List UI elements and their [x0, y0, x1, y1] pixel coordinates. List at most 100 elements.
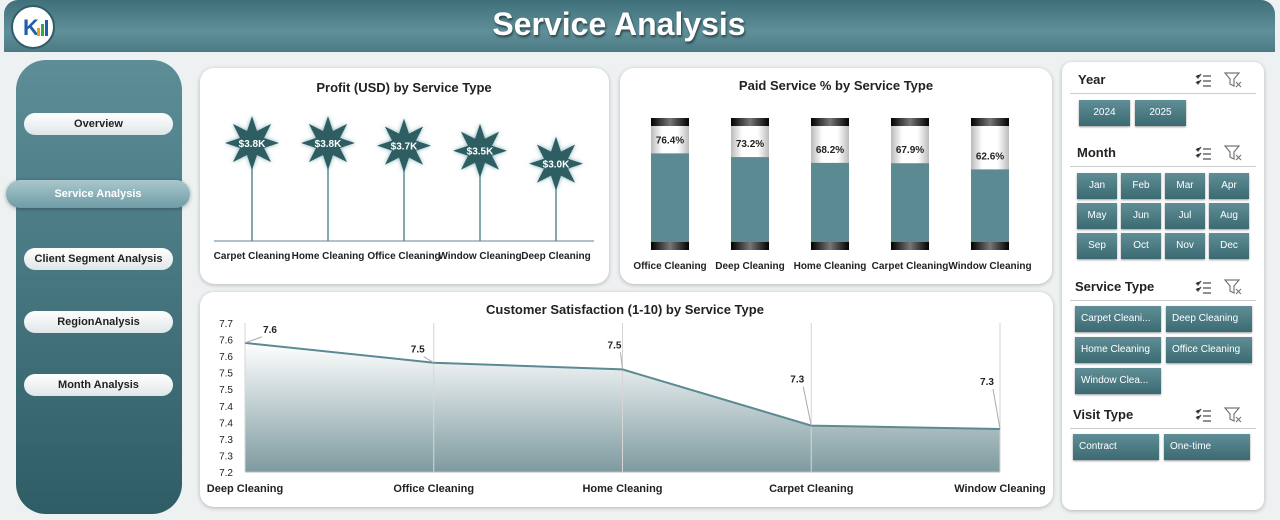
data-label: 7.5 — [608, 340, 622, 351]
sidebar — [16, 60, 182, 514]
filter-divider — [1070, 93, 1256, 94]
chart: Paid Service % by Service Type 76.4% Offic… — [633, 78, 1031, 272]
filter-option[interactable]: Mar — [1165, 173, 1205, 199]
filter-option[interactable]: Jul — [1165, 203, 1205, 229]
bar-cap-bottom — [891, 242, 929, 250]
star-marker — [301, 116, 355, 170]
clear-filter-icon[interactable] — [1223, 407, 1242, 423]
filter-title: Year — [1078, 72, 1106, 87]
filter-divider — [1070, 166, 1256, 167]
page-title: Service Analysis — [492, 6, 746, 42]
filter-option[interactable]: Jun — [1121, 203, 1161, 229]
y-tick-label: 7.4 — [219, 418, 233, 429]
x-tick-label: Carpet Cleaning — [872, 261, 949, 272]
filter-option[interactable]: Dec — [1209, 233, 1249, 259]
bar-cap-bottom — [811, 242, 849, 250]
bar-cap-top — [731, 118, 769, 126]
chart: Profit (USD) by Service Type $3.8K Carpet … — [214, 80, 594, 262]
star-marker — [225, 116, 279, 170]
filter-option[interactable]: One-time — [1164, 434, 1250, 460]
x-tick-label: Deep Cleaning — [715, 261, 784, 272]
filter-option[interactable]: 2025 — [1135, 100, 1186, 126]
x-tick-label: Office Cleaning — [393, 483, 474, 495]
bar-cap-top — [651, 118, 689, 126]
bar — [891, 163, 929, 242]
leader-line — [244, 336, 263, 344]
bar — [651, 153, 689, 242]
y-tick-label: 7.3 — [219, 435, 233, 446]
data-label: 73.2% — [736, 139, 764, 150]
nav-button[interactable]: Overview — [24, 113, 173, 135]
filter-option[interactable]: Apr — [1209, 173, 1249, 199]
chart-card: Customer Satisfaction (1-10) by Service … — [200, 292, 1053, 507]
x-tick-label: Deep Cleaning — [521, 251, 590, 262]
data-label: 7.6 — [263, 325, 277, 336]
logo: K — [11, 5, 55, 49]
data-label: 68.2% — [816, 145, 844, 156]
data-label: $3.8K — [239, 139, 266, 150]
x-tick-label: Window Cleaning — [948, 261, 1031, 272]
x-tick-label: Home Cleaning — [794, 261, 867, 272]
x-tick-label: Office Cleaning — [367, 251, 440, 262]
data-label: $3.8K — [315, 139, 342, 150]
filter-option[interactable]: Contract — [1073, 434, 1159, 460]
data-label: 76.4% — [656, 135, 684, 146]
nav-button[interactable]: Client Segment Analysis — [24, 248, 173, 270]
bar-cap-bottom — [731, 242, 769, 250]
chart-card: Paid Service % by Service Type 76.4% Offic… — [620, 68, 1052, 284]
star-marker — [377, 118, 431, 173]
filter-option[interactable]: Jan — [1077, 173, 1117, 199]
filter-option[interactable]: Home Cleaning — [1075, 337, 1161, 363]
clear-filter-icon[interactable] — [1223, 145, 1242, 161]
filter-option[interactable]: Carpet Cleani... — [1075, 306, 1161, 332]
data-label: 7.3 — [980, 377, 994, 388]
data-label: $3.7K — [391, 142, 418, 153]
data-label: 67.9% — [896, 145, 924, 156]
y-tick-label: 7.5 — [219, 385, 233, 396]
filter-option[interactable]: Window Clea... — [1075, 368, 1161, 394]
chart-title: Profit (USD) by Service Type — [316, 80, 491, 95]
filter-option[interactable]: Oct — [1121, 233, 1161, 259]
filter-option[interactable]: Sep — [1077, 233, 1117, 259]
select-all-icon[interactable] — [1194, 145, 1212, 161]
filter-option[interactable]: Feb — [1121, 173, 1161, 199]
x-tick-label: Office Cleaning — [633, 261, 706, 272]
leader-line — [423, 356, 435, 364]
select-all-icon[interactable] — [1194, 72, 1212, 88]
select-all-icon[interactable] — [1194, 279, 1212, 295]
bar-cap-top — [891, 118, 929, 126]
bar — [971, 169, 1009, 242]
filter-option[interactable]: May — [1077, 203, 1117, 229]
y-tick-label: 7.6 — [219, 336, 233, 347]
nav-button[interactable]: Month Analysis — [24, 374, 173, 396]
clear-filter-icon[interactable] — [1223, 72, 1242, 88]
filter-option[interactable]: Aug — [1209, 203, 1249, 229]
x-tick-label: Home Cleaning — [292, 251, 365, 262]
filter-option[interactable]: 2024 — [1079, 100, 1130, 126]
y-tick-label: 7.7 — [219, 319, 233, 330]
y-tick-label: 7.5 — [219, 369, 233, 380]
data-label: 7.5 — [411, 345, 425, 356]
filter-option[interactable]: Deep Cleaning — [1166, 306, 1252, 332]
filter-title: Service Type — [1075, 279, 1155, 294]
clear-filter-icon[interactable] — [1223, 279, 1242, 295]
x-tick-label: Window Cleaning — [438, 251, 521, 262]
select-all-icon[interactable] — [1194, 407, 1212, 423]
nav-button[interactable]: RegionAnalysis — [24, 311, 173, 333]
svg-text:K: K — [23, 15, 39, 40]
data-label: $3.5K — [467, 147, 494, 158]
filter-option[interactable]: Nov — [1165, 233, 1205, 259]
chart: Customer Satisfaction (1-10) by Service … — [207, 302, 1046, 495]
star-marker — [453, 123, 507, 178]
bar-cap-top — [971, 118, 1009, 126]
bar-cap-top — [811, 118, 849, 126]
bar — [731, 157, 769, 242]
nav-button-active[interactable]: Service Analysis — [6, 180, 190, 208]
data-label: 62.6% — [976, 151, 1004, 162]
leader-line — [802, 386, 812, 426]
x-tick-label: Window Cleaning — [954, 483, 1046, 495]
filter-option[interactable]: Office Cleaning — [1166, 337, 1252, 363]
chart-title: Customer Satisfaction (1-10) by Service … — [486, 302, 764, 317]
data-label: $3.0K — [543, 160, 570, 171]
